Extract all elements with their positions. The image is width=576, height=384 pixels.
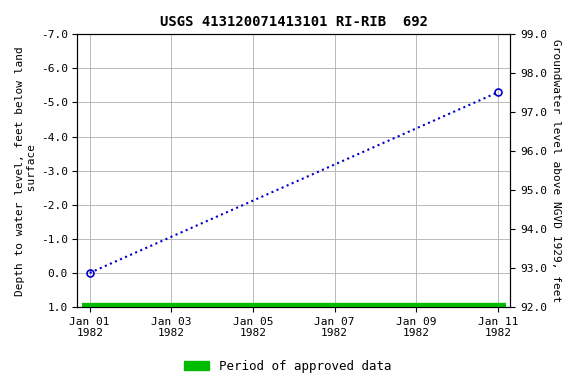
Y-axis label: Depth to water level, feet below land
 surface: Depth to water level, feet below land su…	[15, 46, 37, 296]
Y-axis label: Groundwater level above NGVD 1929, feet: Groundwater level above NGVD 1929, feet	[551, 39, 561, 302]
Title: USGS 413120071413101 RI-RIB  692: USGS 413120071413101 RI-RIB 692	[160, 15, 428, 29]
Legend: Period of approved data: Period of approved data	[179, 355, 397, 378]
